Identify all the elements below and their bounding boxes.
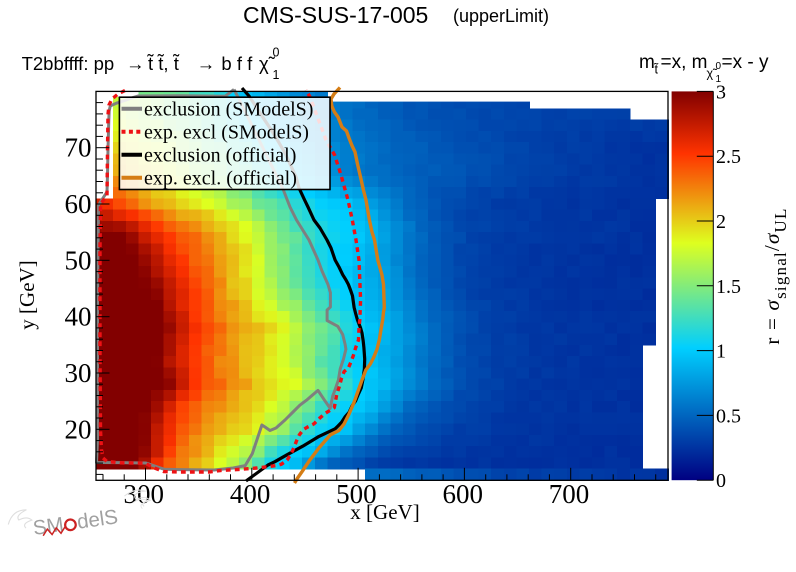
- svg-text:T2bbffff: pp: T2bbffff: pp: [22, 53, 115, 74]
- svg-text:0.5: 0.5: [716, 405, 741, 427]
- svg-text:300: 300: [124, 479, 165, 509]
- svg-text:χ̃: χ̃: [707, 67, 719, 81]
- svg-text:700: 700: [549, 479, 590, 509]
- svg-text:t̃ t̃, t̃: t̃ t̃, t̃: [146, 53, 180, 74]
- svg-text:CMS-SUS-17-005: CMS-SUS-17-005: [243, 2, 428, 28]
- svg-text:exclusion (SModelS): exclusion (SModelS): [144, 99, 313, 121]
- svg-text:60: 60: [65, 189, 92, 219]
- svg-text:delS: delS: [76, 505, 120, 533]
- svg-text:→: →: [197, 53, 216, 74]
- svg-text:=x - y: =x - y: [722, 52, 769, 73]
- svg-text:exp. excl (SModelS): exp. excl (SModelS): [144, 122, 309, 144]
- svg-text:=x, m: =x, m: [661, 52, 708, 73]
- svg-text:1: 1: [716, 341, 726, 363]
- svg-text:t̃: t̃: [653, 62, 659, 77]
- svg-text:1: 1: [716, 74, 722, 85]
- svg-text:600: 600: [442, 479, 483, 509]
- svg-text:SM: SM: [31, 513, 65, 540]
- svg-text:2: 2: [716, 211, 726, 233]
- svg-text:(upperLimit): (upperLimit): [453, 6, 549, 26]
- svg-text:400: 400: [230, 479, 271, 509]
- svg-text:70: 70: [65, 133, 92, 163]
- svg-text:0: 0: [716, 470, 726, 492]
- svg-text:0: 0: [273, 46, 280, 60]
- svg-text:50: 50: [65, 245, 92, 275]
- svg-text:exp. excl. (official): exp. excl. (official): [144, 168, 297, 190]
- svg-text:0: 0: [716, 61, 722, 72]
- svg-text:20: 20: [65, 414, 92, 444]
- svg-text:40: 40: [65, 302, 92, 332]
- svg-text:exclusion (official): exclusion (official): [144, 145, 296, 167]
- svg-text:m: m: [639, 52, 655, 73]
- svg-text:2.5: 2.5: [716, 146, 741, 168]
- svg-text:1.5: 1.5: [716, 276, 741, 298]
- svg-text:→: →: [126, 53, 145, 74]
- svg-text:y [GeV]: y [GeV]: [15, 260, 39, 329]
- svg-text:b f f: b f f: [221, 53, 253, 74]
- svg-text:1: 1: [273, 68, 280, 82]
- svg-text:500: 500: [336, 479, 377, 509]
- svg-text:3: 3: [716, 81, 726, 103]
- svg-text:x [GeV]: x [GeV]: [350, 500, 419, 524]
- svg-text:30: 30: [65, 358, 92, 388]
